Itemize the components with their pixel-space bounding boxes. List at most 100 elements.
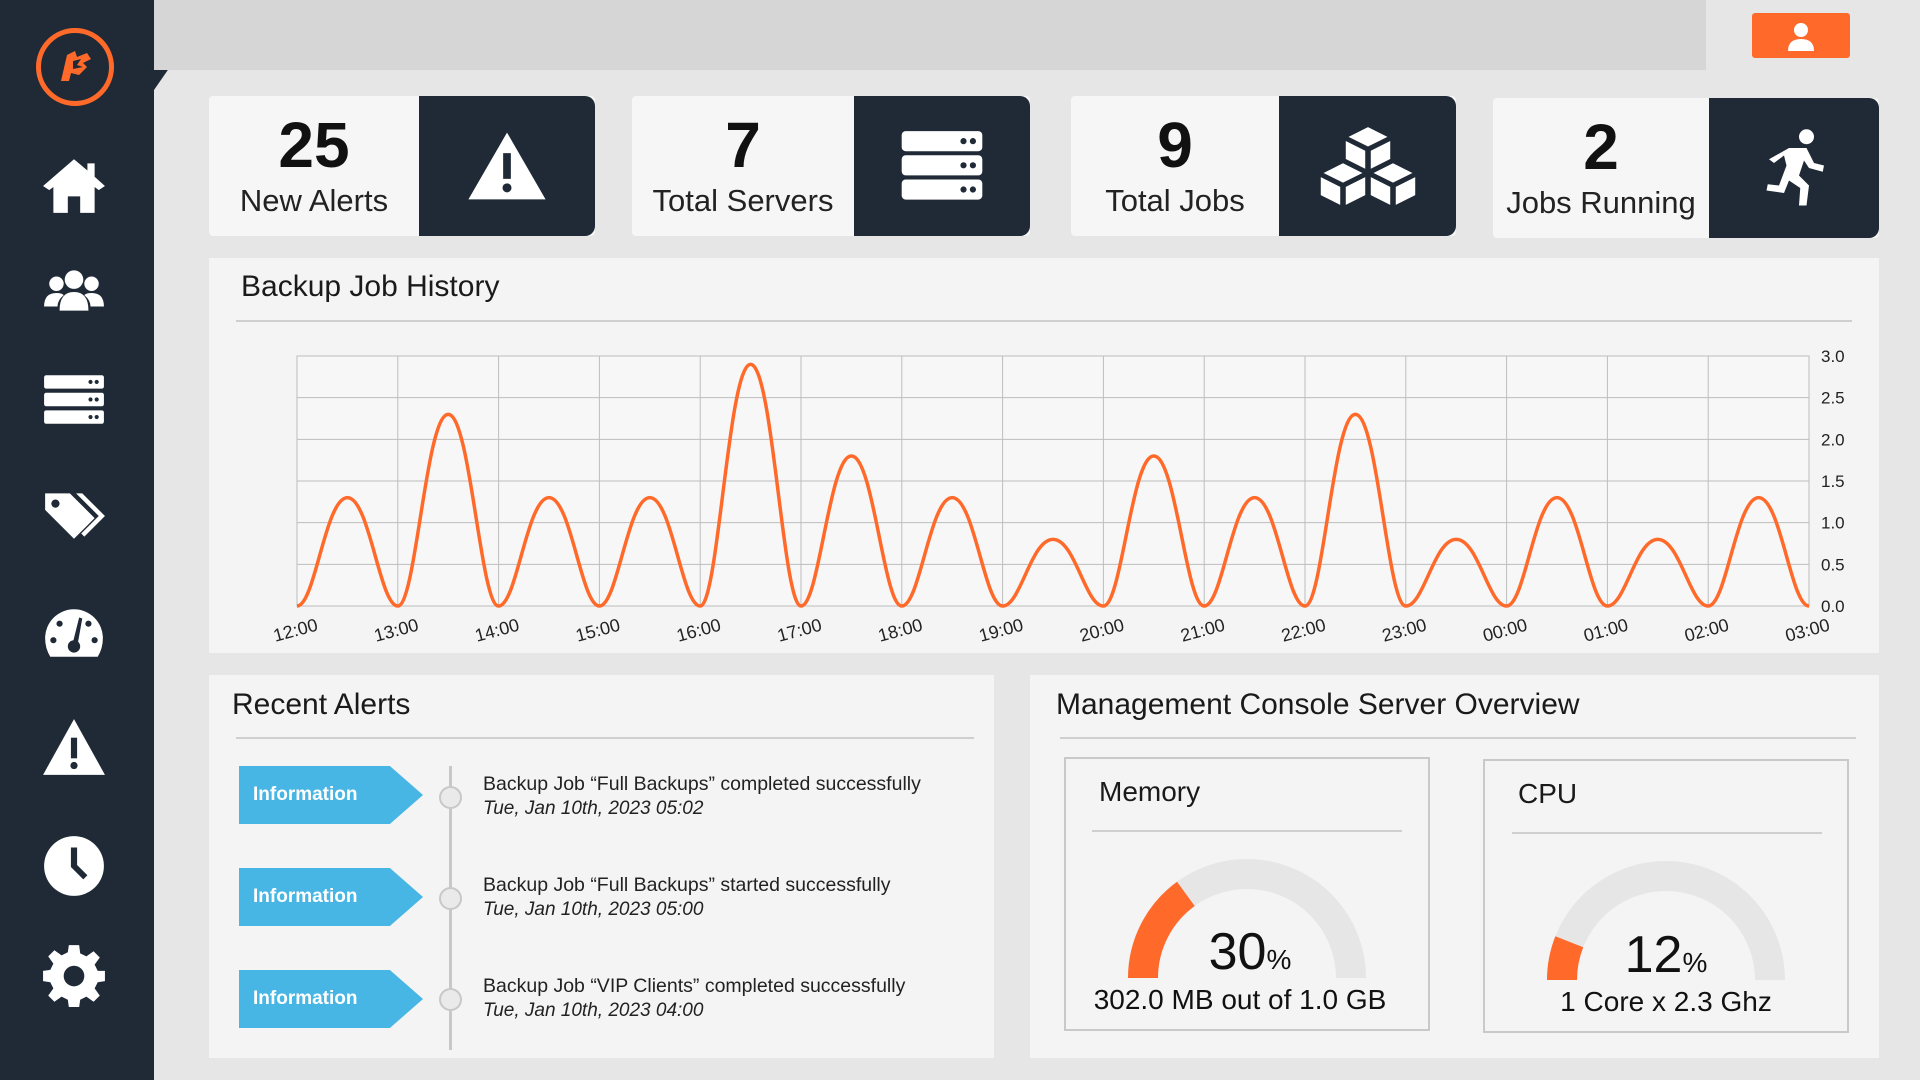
nav-dashboard[interactable] xyxy=(38,598,110,670)
boxes-icon xyxy=(1320,127,1415,205)
memory-percent-unit: % xyxy=(1266,944,1292,975)
y-tick-label: 2.0 xyxy=(1821,430,1845,449)
stat-icon-box xyxy=(419,96,595,236)
chart-grid xyxy=(296,355,1810,607)
x-tick-label: 16:00 xyxy=(674,615,723,646)
nav-tags[interactable] xyxy=(38,480,110,552)
cpu-percent-unit: % xyxy=(1682,947,1708,978)
alert-badge-information[interactable]: Information xyxy=(239,766,423,824)
timeline-dot xyxy=(439,988,462,1011)
stat-label: Total Jobs xyxy=(1105,183,1245,218)
running-icon xyxy=(1766,129,1824,206)
y-tick-label: 1.0 xyxy=(1821,514,1845,533)
memory-title: Memory xyxy=(1099,776,1201,807)
nav-servers[interactable] xyxy=(38,364,110,436)
x-tick-label: 02:00 xyxy=(1682,615,1731,646)
series-line xyxy=(296,362,1810,608)
alert-badge-information[interactable]: Information xyxy=(239,970,423,1028)
nav-alerts[interactable] xyxy=(38,712,110,784)
nav-settings[interactable] xyxy=(38,940,110,1012)
warning-icon xyxy=(468,132,546,200)
user-profile-button[interactable] xyxy=(1752,13,1850,58)
x-tick-label: 18:00 xyxy=(876,615,925,646)
stat-icon-box xyxy=(1709,98,1879,238)
gauge-fill xyxy=(1547,936,1584,981)
y-tick-label: 3.0 xyxy=(1821,347,1845,366)
alert-time: Tue, Jan 10th, 2023 04:00 xyxy=(483,1000,704,1021)
divider xyxy=(1512,832,1822,834)
x-tick-label: 14:00 xyxy=(473,615,522,646)
memory-percent-value: 30 xyxy=(1208,923,1267,981)
users-icon xyxy=(44,270,104,311)
x-tick-label: 22:00 xyxy=(1279,615,1328,646)
timeline-dot xyxy=(439,887,462,910)
alert-message: Backup Job “VIP Clients” completed succe… xyxy=(483,975,906,997)
divider xyxy=(1060,737,1856,739)
app-logo[interactable] xyxy=(36,28,114,106)
stat-value: 2 xyxy=(1583,111,1619,183)
divider xyxy=(236,320,1852,322)
x-tick-label: 15:00 xyxy=(574,615,623,646)
stat-card-total-servers[interactable]: 7 Total Servers xyxy=(632,96,1030,236)
logo-icon xyxy=(61,51,91,81)
memory-gauge xyxy=(1128,859,1366,979)
alert-message: Backup Job “Full Backups” completed succ… xyxy=(483,773,921,795)
cpu-title: CPU xyxy=(1518,778,1578,809)
memory-detail: 302.0 MB out of 1.0 GB xyxy=(1093,984,1387,1015)
y-tick-label: 2.5 xyxy=(1821,389,1845,408)
x-tick-label: 19:00 xyxy=(977,615,1026,646)
recent-alerts-title: Recent Alerts xyxy=(232,688,411,721)
alert-message: Backup Job “Full Backups” started succes… xyxy=(483,874,891,896)
x-tick-label: 00:00 xyxy=(1481,615,1530,646)
cpu-percent-value: 12 xyxy=(1624,926,1683,984)
gear-icon xyxy=(43,945,105,1007)
stat-value: 9 xyxy=(1157,109,1193,181)
stat-label: Jobs Running xyxy=(1506,185,1696,220)
stat-value: 25 xyxy=(278,109,350,181)
stat-icon-box xyxy=(854,96,1030,236)
x-tick-label: 03:00 xyxy=(1783,615,1832,646)
stat-card-total-jobs[interactable]: 9 Total Jobs xyxy=(1071,96,1456,236)
nav-users[interactable] xyxy=(38,256,110,328)
divider xyxy=(236,737,974,739)
memory-card xyxy=(1064,757,1430,1031)
stat-value: 7 xyxy=(725,109,761,181)
nav-history[interactable] xyxy=(38,830,110,902)
stat-card-new-alerts[interactable]: 25 New Alerts xyxy=(209,96,595,236)
y-tick-label: 1.5 xyxy=(1821,472,1845,491)
sidebar xyxy=(0,0,172,1080)
top-bar xyxy=(154,0,1706,70)
x-tick-label: 21:00 xyxy=(1178,615,1227,646)
server-icon xyxy=(901,131,983,200)
x-tick-label: 13:00 xyxy=(372,615,421,646)
warning-icon xyxy=(43,719,105,775)
home-icon xyxy=(43,159,105,213)
stat-card-jobs-running[interactable]: 2 Jobs Running xyxy=(1493,98,1879,238)
gauge-icon xyxy=(45,609,103,657)
server-overview-title: Management Console Server Overview xyxy=(1056,688,1580,721)
x-tick-label: 12:00 xyxy=(271,615,320,646)
stat-label: Total Servers xyxy=(652,183,834,218)
clock-icon xyxy=(44,836,104,896)
x-tick-label: 23:00 xyxy=(1380,615,1429,646)
cpu-percent: 12% xyxy=(1576,925,1756,985)
nav-home[interactable] xyxy=(38,150,110,222)
x-tick-label: 17:00 xyxy=(775,615,824,646)
alert-time: Tue, Jan 10th, 2023 05:02 xyxy=(483,798,704,819)
memory-percent: 30% xyxy=(1160,922,1340,982)
user-icon xyxy=(1788,22,1814,51)
server-icon xyxy=(44,375,104,424)
timeline-dot xyxy=(439,786,462,809)
alert-badge-information[interactable]: Information xyxy=(239,868,423,926)
stat-label: New Alerts xyxy=(239,183,389,218)
alert-time: Tue, Jan 10th, 2023 05:00 xyxy=(483,899,704,920)
backup-history-chart[interactable]: 0.0 0.5 1.0 1.5 2.0 2.5 3.0 12:00 13:00 14:00 15:0… xyxy=(260,340,1870,650)
x-tick-label: 01:00 xyxy=(1582,615,1631,646)
cpu-card xyxy=(1483,759,1849,1033)
stat-icon-box xyxy=(1279,96,1456,236)
backup-history-title: Backup Job History xyxy=(241,270,500,303)
x-tick-label: 20:00 xyxy=(1078,615,1127,646)
y-tick-label: 0.0 xyxy=(1821,597,1845,616)
cpu-gauge xyxy=(1547,861,1785,981)
gauge-fill xyxy=(1128,881,1196,979)
